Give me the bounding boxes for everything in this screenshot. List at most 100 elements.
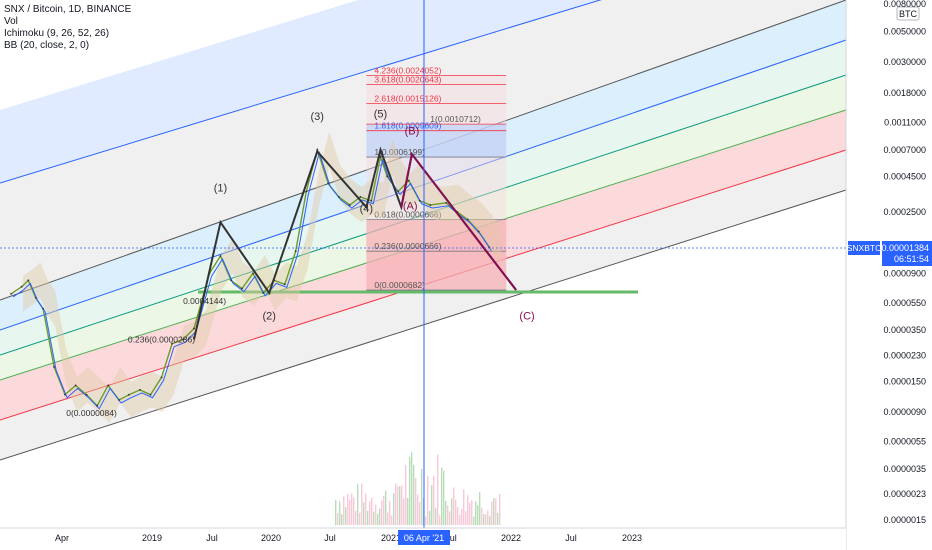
volume-bar [403, 498, 405, 525]
volume-indicator-label[interactable]: Vol [4, 16, 18, 27]
symbol-title[interactable]: SNX / Bitcoin, 1D, BINANCE [4, 4, 132, 15]
symbol-tag[interactable] [848, 241, 880, 255]
price-tick-label: 0.0004500 [883, 171, 926, 181]
price-point [107, 384, 110, 387]
channel-blue-band [0, 0, 846, 330]
channel-top-line [0, 0, 602, 184]
corrective-wave-path [400, 151, 517, 291]
price-point [182, 338, 184, 341]
ichimoku-indicator-label[interactable]: Ichimoku (9, 26, 52, 26) [4, 28, 110, 39]
time-tick-label: 2019 [142, 533, 162, 543]
time-tick-label: Jul [324, 533, 336, 543]
price-tick-label: 0.0080000 [883, 0, 926, 9]
volume-bar [361, 483, 363, 525]
price-point [160, 376, 163, 379]
volume-bar [469, 502, 471, 525]
symbol-tag-label: SNXBTC [847, 243, 881, 253]
fib-level-label: 1(0.0006199) [374, 147, 425, 157]
volume-bar [435, 508, 437, 525]
volume-bar [367, 511, 369, 525]
volume-bar [395, 483, 397, 525]
time-axis[interactable]: Apr 2019 Jul 2020 Jul 2021 Jul 2022 Jul 2023 06 Ap… [0, 527, 846, 550]
price-point [348, 204, 351, 206]
last-price-tag[interactable] [882, 241, 932, 266]
volume-bar [373, 511, 375, 525]
bollinger-indicator-label[interactable]: BB (20, close, 2, 0) [4, 40, 90, 51]
price-tick-label: 0.0000023 [883, 489, 926, 499]
volume-bar [493, 498, 495, 525]
price-tick-label: 0.0000550 [883, 298, 926, 308]
price-tick-label: 0.0000090 [883, 407, 926, 417]
price-point [327, 182, 330, 185]
volume-bar [495, 498, 497, 525]
price-tick-label: 0.0000015 [883, 515, 926, 525]
fib-retracement: 0(0.0000682) 0.236(0.0000666) 0.618(0.0000… [198, 65, 638, 294]
volume-bar [431, 485, 433, 525]
price-point [305, 190, 308, 193]
currency-badge[interactable] [896, 6, 920, 21]
fib-level-label: 3.618(0.0020643) [374, 75, 441, 85]
price-tick-label: 0.0002500 [883, 207, 926, 217]
price-point [27, 279, 30, 282]
volume-bar [351, 493, 353, 525]
volume-bar [417, 494, 419, 525]
volume-bar [391, 515, 393, 525]
fib-level-label: 4.236(0.0024052) [374, 65, 441, 75]
volume-bar [379, 508, 381, 525]
volume-bar [445, 500, 447, 525]
volume-bar [377, 514, 379, 525]
volume-bar [429, 510, 431, 525]
price-point [429, 204, 432, 206]
volume-bar [477, 505, 479, 525]
channel-lower-grey-band [0, 150, 846, 460]
volume-bar [481, 507, 483, 525]
volume-bars [335, 452, 501, 525]
time-tick-label: Apr [55, 533, 69, 543]
fib-level-label: 0(0.0000682) [374, 280, 425, 290]
volume-bar [437, 454, 439, 525]
price-point [96, 404, 99, 407]
volume-bar [447, 505, 449, 525]
volume-bar [355, 510, 357, 525]
volume-bar [473, 516, 475, 525]
volume-bar [415, 478, 417, 525]
volume-bar [499, 493, 501, 525]
fib-annotation-label: 0.0004144) [183, 296, 226, 306]
volume-bar [409, 456, 411, 525]
price-tick-label: 0.0000035 [883, 464, 926, 474]
price-point [466, 218, 469, 221]
channel-quarter-line [0, 39, 847, 331]
fib-annotation-label: 0(0.0000084) [66, 408, 117, 418]
volume-bar [497, 512, 499, 525]
price-tick-label: 0.0000150 [883, 376, 926, 386]
price-tick-label: 0.0018000 [883, 88, 926, 98]
volume-bar [465, 511, 467, 525]
channel-mid-line [0, 74, 847, 356]
price-point [241, 287, 243, 290]
crosshair-date-label: 06 Apr '21 [404, 533, 444, 543]
ichimoku-cloud [23, 131, 502, 424]
volume-bar [369, 501, 371, 525]
time-tick-label: 2020 [261, 533, 281, 543]
volume-bar [335, 499, 337, 525]
price-point [477, 230, 480, 233]
volume-bar [475, 501, 477, 525]
elliott-wave-labels: 0(0.0000084) 0.236(0.0000286) 0.0004144) (1… [66, 108, 534, 418]
volume-bar [427, 475, 429, 525]
volume-bar [453, 487, 455, 525]
price-point [386, 175, 389, 178]
bar-countdown: 06:51:54 [894, 254, 929, 264]
volume-bar [397, 486, 399, 525]
time-tick-label: 2023 [622, 533, 642, 543]
price-tick-label: 0.0000900 [883, 268, 926, 278]
price-point [171, 342, 173, 345]
volume-bar [471, 500, 473, 525]
price-axis-background [846, 0, 932, 550]
price-point [42, 307, 45, 310]
fib-red-band [366, 219, 507, 291]
volume-bar [411, 452, 413, 525]
crosshair-date-tag[interactable] [398, 530, 450, 545]
wave-label: (B) [405, 126, 420, 138]
